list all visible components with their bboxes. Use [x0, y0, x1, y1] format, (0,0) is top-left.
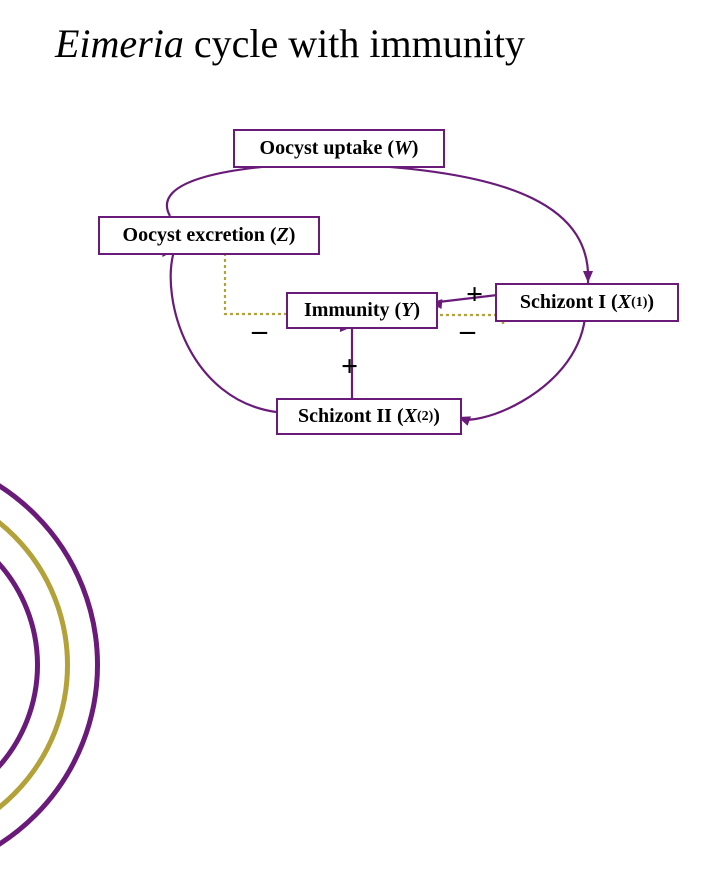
sign-minus-right: – [460, 314, 475, 348]
box-oocyst-excretion: Oocyst excretion (Z) [98, 216, 320, 255]
sign-plus-bottom: + [341, 350, 358, 384]
sign-minus-left: – [252, 314, 267, 348]
box-oocyst-uptake: Oocyst uptake (W) [233, 129, 445, 168]
box-immunity: Immunity (Y) [286, 292, 438, 329]
sign-plus-right: + [466, 278, 483, 312]
box-schizont-2: Schizont II (X(2)) [276, 398, 462, 435]
page-title: Eimeria cycle with immunity [55, 20, 525, 67]
connectors-layer [0, 0, 720, 540]
box-schizont-1: Schizont I (X(1)) [495, 283, 679, 322]
